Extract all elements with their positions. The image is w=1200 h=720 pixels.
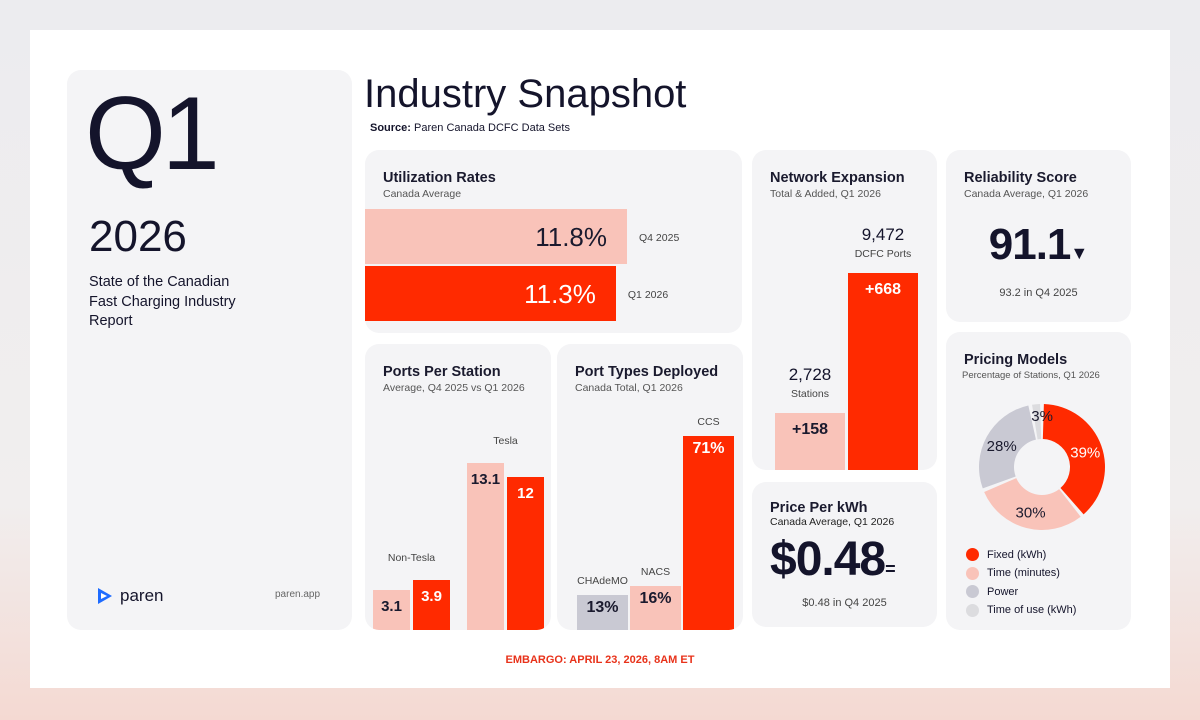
category-label: DCFC Ports [854,248,912,260]
utilization-bar: 11.3% [365,266,616,321]
network-bar: +668 [848,273,918,470]
ports-bar: 13.1 [467,462,504,630]
paren-logo: paren [95,586,163,606]
legend-item: Power [966,585,1018,598]
slice-label: 30% [1016,505,1046,522]
slice-label: 39% [1070,444,1100,461]
bar-value-label: 16% [639,590,672,608]
card-subtitle: Total & Added, Q1 2026 [770,188,881,200]
ports-bar: 3.9 [413,580,450,630]
card-title: Pricing Models [964,352,1068,368]
category-label: Tesla [493,434,518,447]
bar-category-label: Q4 2025 [639,232,680,244]
category-label: NACS [640,566,671,579]
bar-value-label: 71% [692,440,725,458]
year-label: 2026 [89,212,187,261]
utilization-bar: 11.8% [365,209,627,264]
legend-item: Time of use (kWh) [966,603,1077,617]
port-type-bar: 71% [683,436,734,630]
bar-value-label: 13% [586,598,619,616]
total-value: 9,472 [861,225,905,244]
donut-slice [1032,404,1042,440]
price-card: Price Per kWh Canada Average, Q1 2026 $0… [752,482,937,627]
reliability-previous: 93.2 in Q4 2025 [999,287,1078,299]
port-type-bar: 16% [630,586,681,630]
card-title: Utilization Rates [383,170,496,186]
ports-bar: 12 [507,477,544,630]
page-title: Industry Snapshot [364,72,687,116]
card-title: Network Expansion [770,170,905,186]
source-text: Paren Canada DCFC Data Sets [414,122,570,134]
category-label: CHAdeMO [577,574,628,587]
legend-label: Power [987,585,1019,598]
donut-slice [979,405,1036,489]
port-type-bar: 13% [577,594,628,630]
ports-bar: 3.1 [373,590,410,630]
price-value: $0.48 [770,533,886,586]
port-types-card: Port Types Deployed Canada Total, Q1 202… [557,344,743,630]
trend-equal-icon: = [885,559,896,579]
bar-category-label: Q1 2026 [627,289,669,301]
network-card: Network Expansion Total & Added, Q1 2026… [752,150,937,470]
source-label: Source: [370,122,411,134]
utilization-card: Utilization Rates Canada Average 11.8% Q4… [365,150,742,333]
legend-item: Time (minutes) [966,566,1060,580]
bar-value-label: 11.8% [535,222,607,252]
card-subtitle: Percentage of Stations, Q1 2026 [962,370,1100,381]
legend-swatch [966,585,979,598]
category-label: Non-Tesla [387,552,436,565]
bar-value-label: 3.9 [421,588,442,606]
trend-down-icon: ▼ [1070,243,1089,263]
bar-value-label: 12 [517,485,534,502]
price-previous: $0.48 in Q4 2025 [802,597,887,609]
reliability-score: 91.1 [988,220,1072,269]
legend-swatch [966,548,979,561]
card-subtitle: Canada Average, Q1 2026 [964,188,1089,200]
ports-per-station-card: Ports Per Station Average, Q4 2025 vs Q1… [365,344,551,630]
legend-label: Time of use (kWh) [987,604,1077,616]
slice-label: 28% [987,438,1017,455]
brand-name: paren [120,586,164,605]
reliability-card: Reliability Score Canada Average, Q1 202… [946,150,1131,322]
card-title: Port Types Deployed [575,364,719,380]
slice-label: 3% [1031,408,1053,425]
card-title: Reliability Score [964,170,1077,186]
card-subtitle: Canada Total, Q1 2026 [575,382,683,394]
donut-slice [984,478,1081,530]
category-label: Stations [791,388,829,400]
card-subtitle: Canada Average [383,188,462,200]
report-subtitle: State of the Canadian Fast Charging Indu… [89,274,236,329]
brand-url: paren.app [275,589,321,600]
cover-panel: Q1 2026 State of the Canadian Fast Charg… [67,70,352,630]
card-subtitle: Canada Average, Q1 2026 [770,516,895,528]
category-label: CCS [697,416,720,429]
card-subtitle: Average, Q4 2025 vs Q1 2026 [383,382,525,394]
bar-value-label: 11.3% [524,279,596,309]
bar-value-label: 13.1 [470,470,501,488]
embargo-notice: EMBARGO: APRIL 23, 2026, 8AM ET [505,654,695,666]
total-value: 2,728 [788,365,832,384]
card-title: Price Per kWh [770,500,868,516]
bar-value-label: 3.1 [381,598,402,616]
added-label: +158 [791,421,829,438]
legend-swatch [966,566,979,580]
legend-item: Fixed (kWh) [966,548,1046,561]
source-line: Source: Paren Canada DCFC Data Sets [370,122,570,134]
donut-slice [1042,404,1105,515]
legend-label: Time (minutes) [987,567,1060,579]
pricing-donut: 39% 30% 28% 3% [979,404,1105,530]
pricing-card: Pricing Models Percentage of Stations, Q… [946,332,1131,630]
network-bar: +158 [775,413,845,470]
quarter-label: Q1 [85,76,220,192]
paren-logo-icon [98,588,112,604]
card-title: Ports Per Station [383,364,501,380]
added-label: +668 [864,281,902,298]
legend-label: Fixed (kWh) [987,548,1047,561]
legend-swatch [966,603,979,617]
